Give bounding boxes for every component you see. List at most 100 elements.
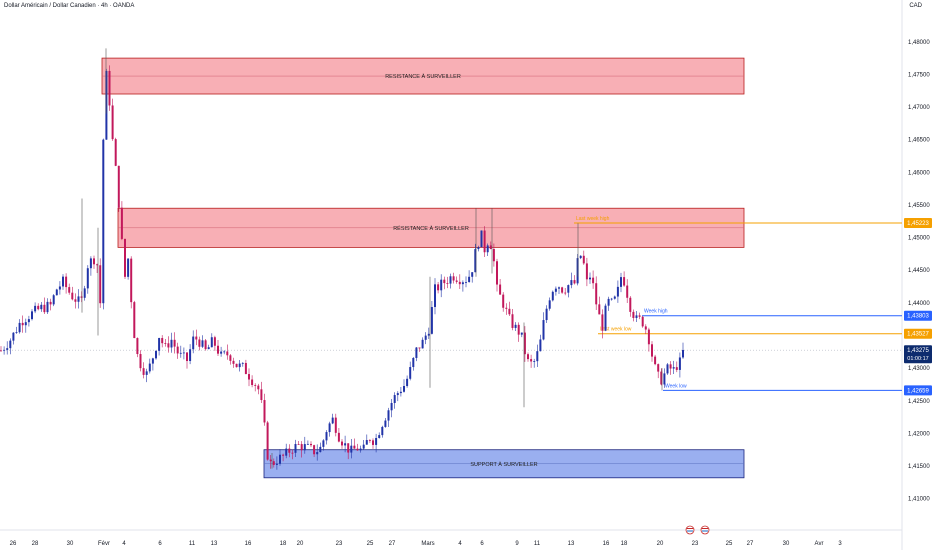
candle-body [93, 258, 95, 265]
candle-body [201, 340, 204, 347]
candle-body [170, 339, 173, 348]
candle-body [96, 264, 99, 266]
x-tick-label: 3 [838, 541, 842, 547]
candle-body [164, 343, 167, 344]
candle-body [12, 332, 15, 341]
candle-body [158, 338, 161, 351]
candle-body [331, 417, 334, 424]
candle-body [527, 354, 529, 360]
candle-body [186, 352, 188, 362]
candle-body [598, 304, 601, 315]
candle-body [623, 277, 626, 286]
y-tick-label: 1,45500 [908, 203, 930, 209]
candle-body [663, 373, 666, 385]
candle-body [511, 314, 514, 328]
candle-body [610, 298, 613, 300]
x-tick-label: 16 [603, 541, 610, 547]
candle-body [638, 315, 641, 317]
x-tick-label: 23 [336, 541, 343, 547]
candle-body [344, 443, 347, 446]
candle-body [359, 448, 362, 451]
candle-body [446, 283, 449, 284]
candle-body [40, 304, 43, 310]
us-flag-icon [700, 525, 710, 535]
current-price-text: 1,43275 [907, 348, 929, 354]
candle-body [244, 362, 247, 375]
candle-body [207, 347, 210, 350]
candle-body [647, 329, 650, 345]
level-price-text: 1,42659 [907, 388, 929, 394]
candle-body [536, 351, 539, 362]
y-tick-label: 1,46500 [908, 138, 930, 144]
candle-body [21, 322, 24, 326]
candle-body [474, 249, 477, 273]
candle-body [43, 304, 46, 313]
candle-body [508, 308, 511, 315]
candle-body [554, 288, 557, 292]
candle-body [136, 338, 139, 355]
level-price-text: 1,43527 [907, 332, 929, 338]
level-price-tag [904, 218, 932, 229]
candle-body [257, 385, 260, 390]
candle-body [248, 374, 250, 380]
x-tick-label: 13 [211, 541, 218, 547]
level-label: Week low [665, 383, 687, 389]
x-tick-label: 25 [726, 541, 733, 547]
candle-body [229, 355, 232, 361]
candle-body [111, 105, 114, 140]
x-tick-label: 27 [747, 541, 754, 547]
candle-body [471, 272, 474, 277]
flag-stripe-icon [702, 528, 708, 529]
candle-body [325, 432, 328, 441]
candle-body [551, 291, 554, 301]
us-flag-icon [685, 525, 695, 535]
candle-body [523, 332, 526, 355]
x-tick-label: 13 [568, 541, 575, 547]
candle-body [412, 357, 415, 368]
candle-body [601, 314, 604, 331]
candle-body [74, 299, 77, 302]
candle-body [561, 287, 564, 293]
zone-label: RÉSISTANCE À SURVEILLER [393, 225, 469, 232]
candle-body [368, 440, 371, 441]
candle-body [272, 461, 275, 465]
x-tick-label: 27 [389, 541, 396, 547]
candle-body [151, 358, 154, 364]
zone-label: SUPPORT À SURVEILLER [470, 461, 537, 468]
level-price-text: 1,45223 [907, 221, 929, 227]
x-tick-label: 20 [657, 541, 664, 547]
candle-body [607, 298, 610, 306]
level-price-text: 1,43803 [907, 314, 929, 320]
x-tick-label: 4 [122, 541, 126, 547]
level-label: Last week low [600, 327, 632, 333]
candle-body [142, 368, 145, 375]
y-tick-label: 1,47000 [908, 105, 930, 111]
candle-body [322, 440, 325, 447]
candle-body [204, 340, 207, 350]
candle-body [179, 352, 182, 354]
candle-body [117, 165, 120, 208]
candle-body [148, 363, 151, 372]
candle-body [6, 348, 9, 350]
candle-body [155, 350, 157, 359]
candle-body [15, 332, 18, 333]
candle-body [238, 363, 241, 368]
candle-body [99, 265, 102, 304]
candle-body [49, 301, 52, 305]
candle-body [576, 258, 579, 284]
candle-body [86, 268, 89, 289]
candle-body [139, 354, 142, 369]
candle-body [55, 289, 58, 296]
level-price-tag [904, 328, 932, 339]
flag-stripe-icon [687, 530, 693, 532]
candle-body [455, 280, 458, 282]
candle-body [334, 417, 337, 433]
x-tick-label: Févr [98, 541, 110, 547]
candle-body [570, 280, 573, 286]
candle-body [176, 346, 179, 354]
candle-body [440, 279, 443, 291]
candle-body [356, 448, 359, 451]
candle-body [545, 308, 548, 321]
candle-body [173, 339, 176, 347]
